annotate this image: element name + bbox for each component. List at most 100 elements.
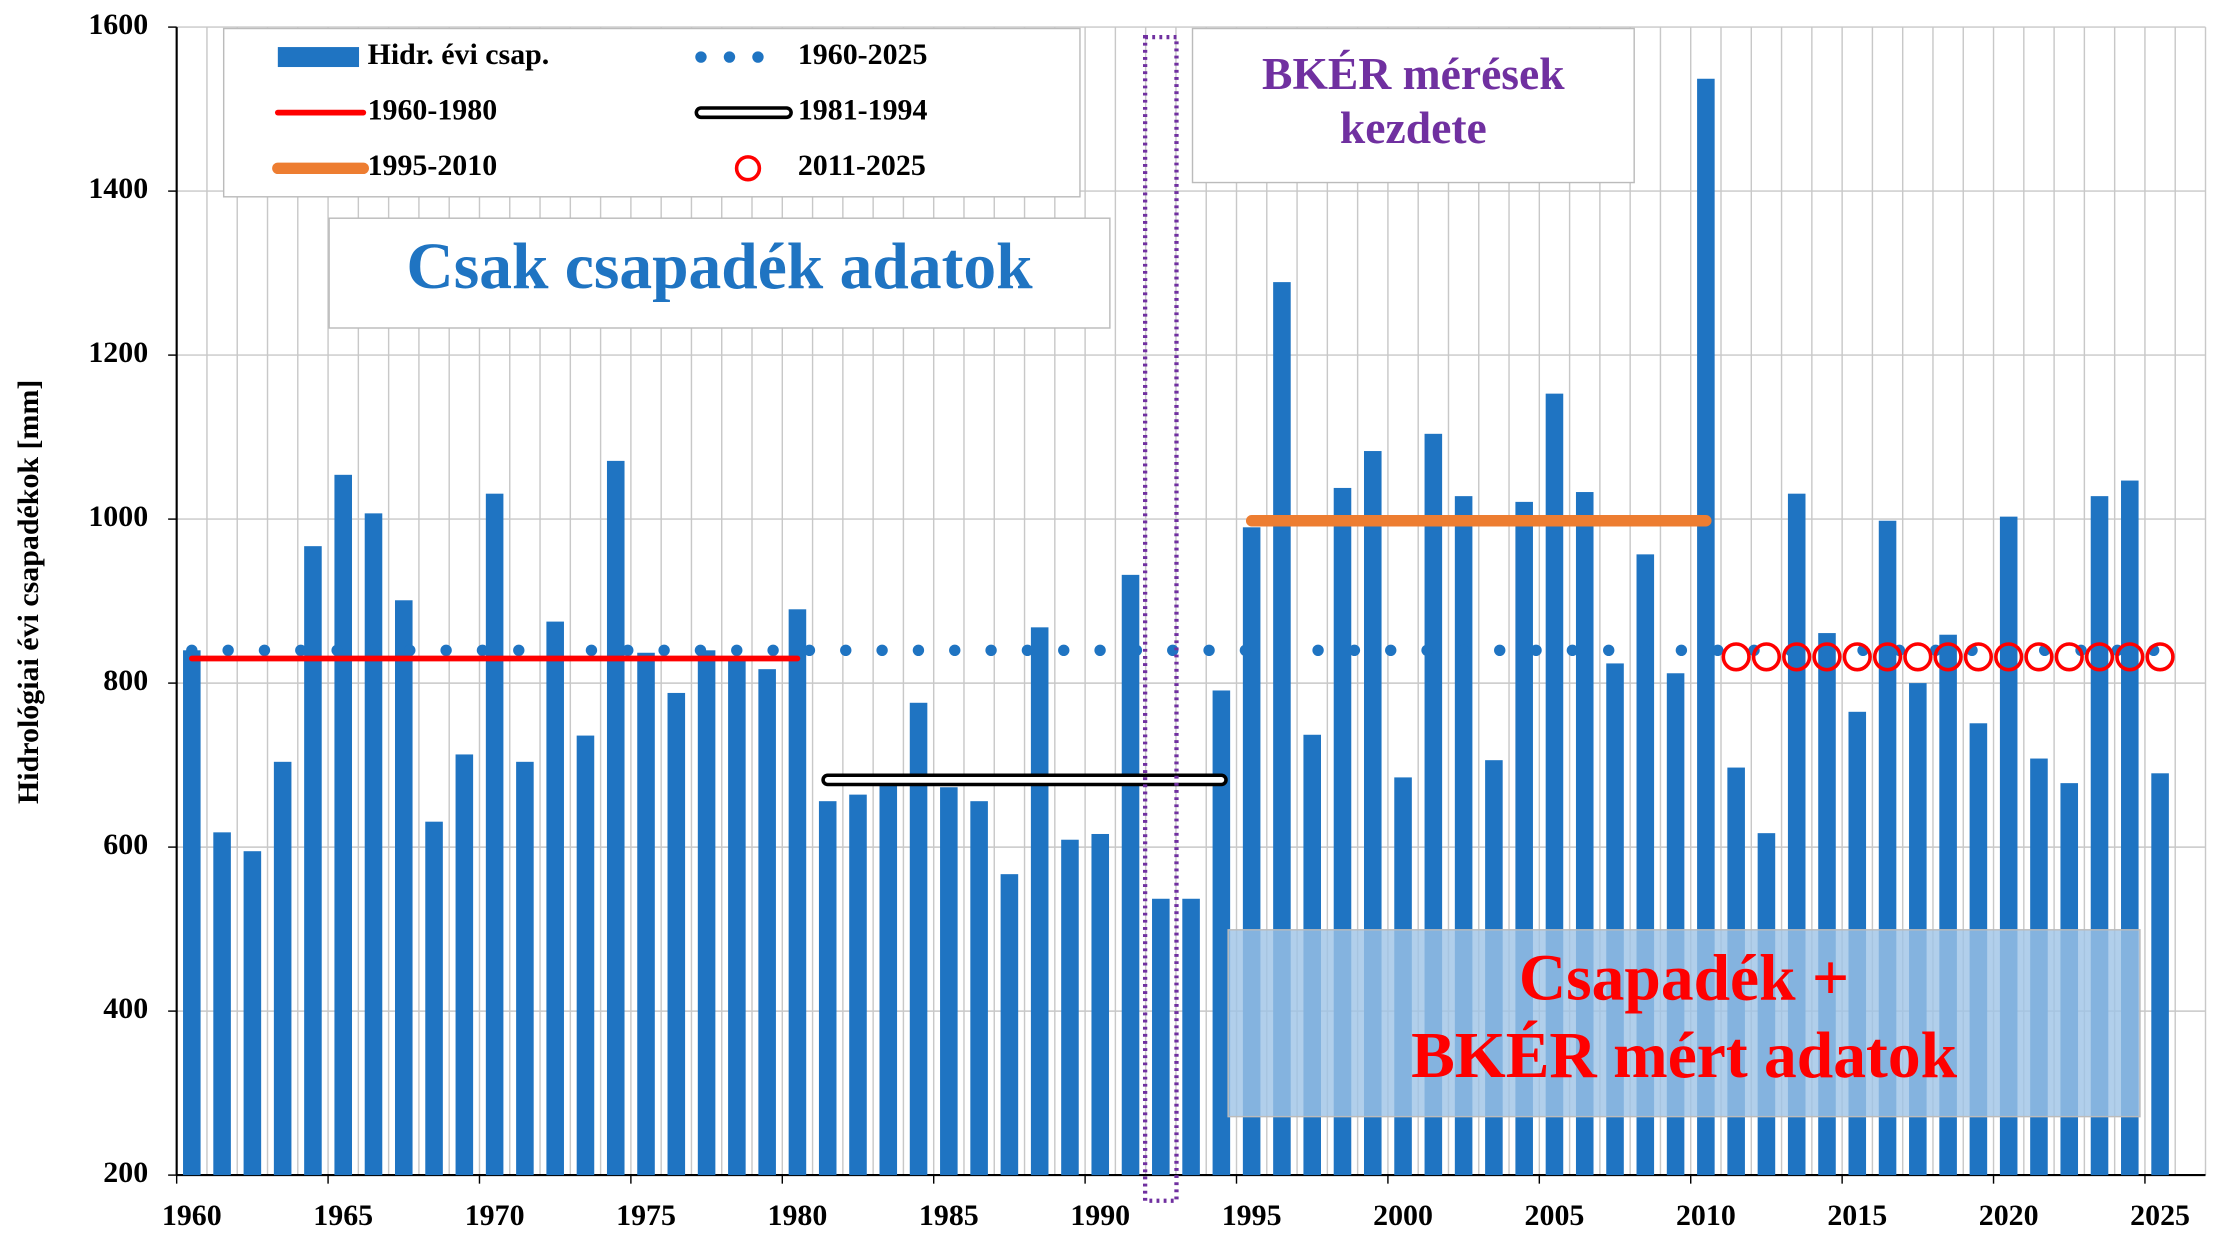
bar [818,801,837,1176]
marker [1963,642,1994,672]
x-tick-label: 1975 [616,1199,676,1232]
bar [1061,839,1079,1176]
bar [606,460,625,1176]
bar [304,546,322,1176]
highlight-box [1142,34,1179,1203]
bar [1697,78,1715,1176]
bar [576,735,595,1176]
annotation-text: Csak csapadék adatok [406,231,1033,303]
bar [1212,690,1231,1176]
x-tick-label: 2025 [2130,1199,2190,1232]
x-tick-label: 1980 [768,1199,828,1232]
bar [909,702,928,1176]
legend-swatch [277,47,360,68]
marker [2145,642,2175,672]
bar [1182,898,1200,1176]
annotation-text: BKÉR mért adatok [1411,1020,1957,1092]
annotation-box [328,217,1111,329]
x-tick-label: 1990 [1070,1199,1130,1232]
bar [1152,898,1170,1176]
legend-label: 1960-1980 [368,94,498,127]
marker [1721,642,1751,672]
bar [243,851,262,1176]
bar [485,493,504,1176]
bar [849,794,867,1176]
y-tick-label: 1000 [88,500,148,533]
annotation-box [1227,929,2141,1118]
bar [667,692,686,1176]
legend-label: 1960-2025 [798,38,928,71]
bar [940,787,958,1176]
legend-item: 1960-2025 [695,38,928,71]
legend-item: Hidr. évi csap. [277,38,550,71]
bar [455,754,474,1176]
annotation-text: Csapadék + [1519,943,1849,1015]
x-tick-label: 1970 [465,1199,525,1232]
bar [1030,627,1049,1176]
y-tick-label: 1600 [88,8,148,41]
marker [1933,642,1963,672]
bar [546,621,564,1176]
y-tick-label: 600 [103,828,148,861]
x-tick-label: 1995 [1222,1199,1282,1232]
bar [1091,833,1110,1176]
marker [1812,642,1842,672]
bar [2151,773,2169,1176]
y-tick-label: 400 [103,992,148,1025]
legend-item: 1960-1980 [274,94,498,127]
bar [516,761,534,1176]
marker [1872,642,1903,672]
y-tick-label: 1400 [88,172,148,205]
bar [364,513,383,1176]
marker [2084,642,2115,672]
legend-label: Hidr. évi csap. [368,38,550,71]
bar [697,650,716,1176]
bar [970,801,988,1176]
y-tick-label: 800 [103,664,148,697]
bar [183,650,201,1176]
bar [425,821,443,1176]
bar [728,658,746,1176]
y-tick-label: 200 [103,1156,148,1189]
y-tick-label: 1200 [88,336,148,369]
bar [1000,874,1019,1176]
marker [2054,642,2084,672]
marker [2024,642,2054,672]
x-tick-label: 2000 [1373,1199,1433,1232]
legend-label: 2011-2025 [798,149,926,182]
bar [334,474,352,1176]
x-tick-label: 2005 [1525,1199,1585,1232]
annotation-text: kezdete [1340,102,1487,153]
bar [394,600,413,1176]
x-tick-label: 2015 [1827,1199,1887,1232]
annotation-box [1191,27,1635,184]
legend-item: 1995-2010 [272,149,498,182]
legend-label: 1981-1994 [798,94,928,127]
x-tick-label: 2020 [1979,1199,2039,1232]
bar [273,761,292,1176]
bar [213,832,231,1176]
marker [1842,642,1872,672]
marker [1782,642,1812,672]
marker [1994,642,2024,672]
legend-label: 1995-2010 [368,149,498,182]
marker [1751,642,1782,672]
x-tick-label: 1985 [919,1199,979,1232]
bar [758,669,776,1176]
legend-item: 1981-1994 [694,94,928,127]
legend-item: 2011-2025 [734,149,926,182]
bar [637,652,655,1176]
x-tick-label: 2010 [1676,1199,1736,1232]
bar [788,609,807,1176]
bar [1121,574,1140,1176]
bar [879,777,898,1176]
marker [1903,642,1933,672]
x-tick-label: 1960 [162,1199,222,1232]
y-axis-title: Hidrológiai évi csapadékok [mm] [12,380,45,804]
marker [2115,642,2145,672]
x-tick-label: 1965 [313,1199,373,1232]
annotation-text: BKÉR mérések [1262,48,1565,99]
legend-swatch [734,155,762,182]
